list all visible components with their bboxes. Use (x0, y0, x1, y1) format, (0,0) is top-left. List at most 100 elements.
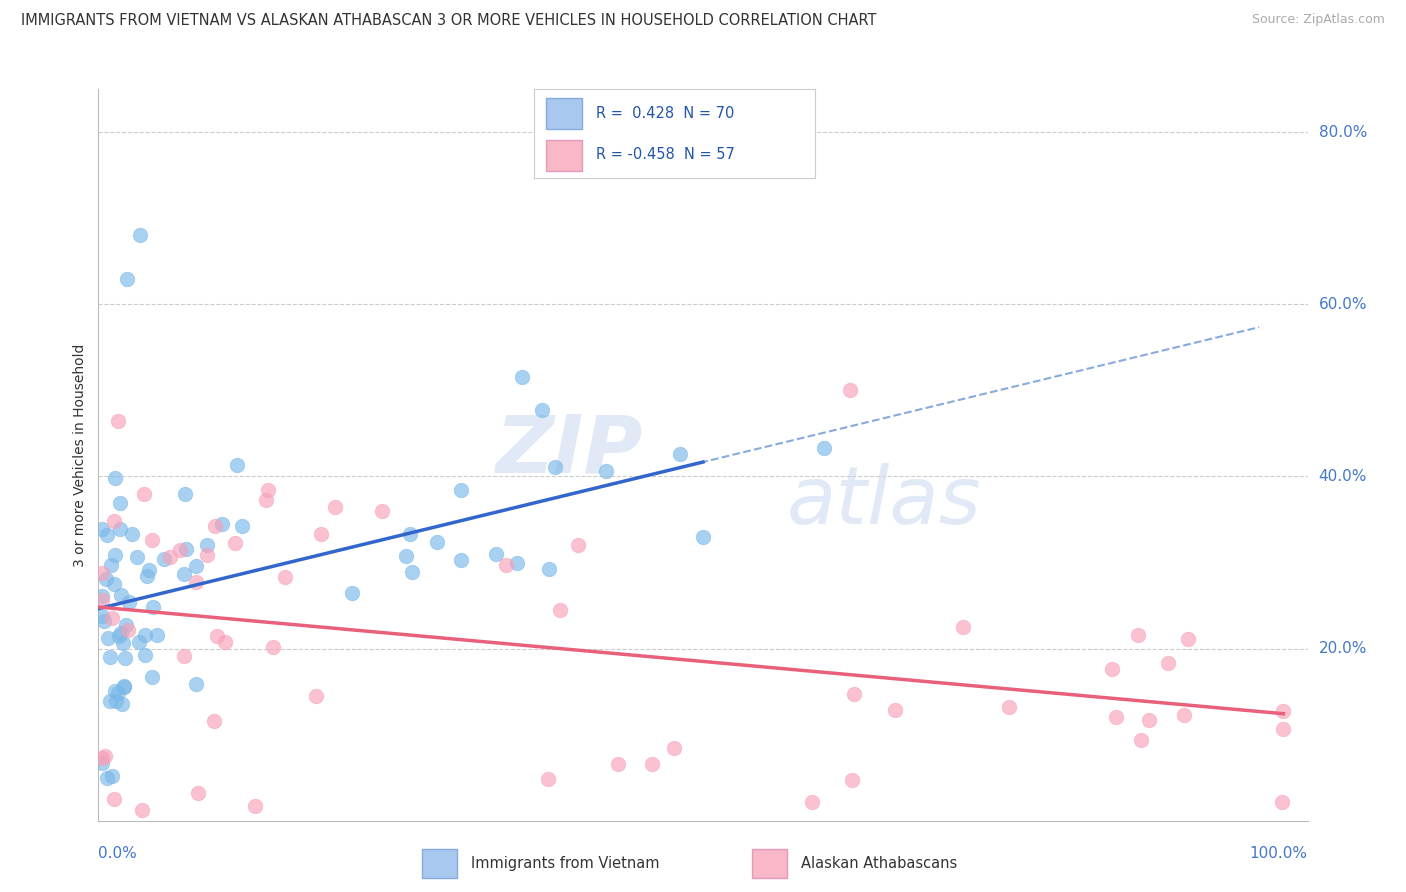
Point (537, 772, 560, 786)
Point (91, 522, 114, 536)
Point (841, 773, 863, 788)
Point (173, 649, 195, 664)
Point (108, 629, 131, 643)
Point (952, 620, 974, 634)
Point (262, 640, 284, 655)
Point (205, 629, 228, 643)
Point (91, 566, 114, 581)
Point (309, 527, 332, 541)
Point (101, 768, 124, 782)
FancyBboxPatch shape (546, 140, 582, 171)
Point (96, 771, 118, 785)
Point (91, 751, 114, 765)
Point (91, 593, 114, 607)
Point (204, 519, 226, 533)
Point (325, 500, 347, 514)
Point (138, 563, 160, 577)
Point (224, 536, 246, 550)
Point (136, 568, 159, 582)
Point (107, 414, 129, 428)
Point (510, 370, 533, 384)
Point (103, 792, 125, 806)
Point (141, 533, 163, 547)
Point (641, 756, 664, 771)
Point (153, 551, 176, 566)
Point (115, 617, 138, 632)
FancyBboxPatch shape (546, 98, 582, 129)
Point (305, 690, 328, 704)
Point (998, 700, 1021, 714)
Point (141, 670, 163, 684)
Point (1271, 795, 1294, 809)
Point (91, 609, 114, 624)
Point (184, 574, 207, 589)
Point (169, 542, 191, 557)
Point (606, 757, 628, 772)
Point (110, 587, 132, 601)
Point (662, 740, 685, 755)
Point (93, 614, 115, 628)
Point (195, 548, 218, 562)
Point (146, 627, 169, 641)
Point (91, 756, 114, 770)
Point (485, 547, 508, 561)
Point (97, 631, 120, 645)
Text: 0.0%: 0.0% (98, 846, 138, 861)
Point (117, 271, 139, 285)
Point (595, 464, 617, 478)
Text: atlas: atlas (787, 463, 981, 541)
Point (110, 522, 132, 536)
Point (110, 496, 132, 510)
Point (96, 528, 118, 542)
Text: R =  0.428  N = 70: R = 0.428 N = 70 (596, 106, 734, 121)
Text: 100.0%: 100.0% (1250, 846, 1308, 861)
Point (128, 635, 150, 649)
Point (127, 549, 149, 564)
Point (813, 441, 835, 455)
Text: R = -0.458  N = 57: R = -0.458 N = 57 (596, 147, 735, 162)
Point (101, 611, 124, 625)
Point (450, 553, 472, 567)
Point (94, 572, 117, 586)
Point (104, 694, 127, 708)
Point (121, 527, 143, 541)
Point (174, 486, 197, 500)
Text: Immigrants from Vietnam: Immigrants from Vietnam (471, 855, 659, 871)
Point (214, 634, 236, 648)
Point (231, 519, 253, 533)
Point (257, 483, 280, 497)
Point (187, 786, 209, 800)
Point (495, 558, 517, 573)
Point (1272, 704, 1295, 718)
Point (398, 527, 420, 541)
Text: Source: ZipAtlas.com: Source: ZipAtlas.com (1251, 13, 1385, 27)
Point (243, 798, 266, 813)
Point (117, 623, 139, 637)
Point (395, 549, 418, 563)
Point (884, 703, 907, 717)
Point (174, 542, 197, 557)
Text: 40.0%: 40.0% (1319, 469, 1367, 484)
Point (839, 384, 862, 398)
Point (159, 549, 181, 564)
Point (173, 566, 195, 581)
Y-axis label: 3 or more Vehicles in Household: 3 or more Vehicles in Household (73, 343, 87, 566)
Point (450, 483, 472, 497)
Point (98, 650, 121, 665)
Point (401, 565, 423, 579)
Point (131, 803, 153, 817)
Point (530, 403, 553, 417)
Point (104, 548, 127, 562)
Text: IMMIGRANTS FROM VIETNAM VS ALASKAN ATHABASCAN 3 OR MORE VEHICLES IN HOUSEHOLD CO: IMMIGRANTS FROM VIETNAM VS ALASKAN ATHAB… (21, 13, 876, 29)
Text: Alaskan Athabascans: Alaskan Athabascans (801, 855, 957, 871)
Point (274, 570, 297, 584)
Point (842, 687, 865, 701)
Point (111, 636, 134, 650)
Point (112, 679, 135, 693)
Point (1137, 714, 1160, 728)
Point (1130, 733, 1153, 747)
Point (132, 487, 155, 501)
Point (112, 681, 135, 695)
Point (184, 558, 207, 573)
Point (1173, 707, 1195, 722)
